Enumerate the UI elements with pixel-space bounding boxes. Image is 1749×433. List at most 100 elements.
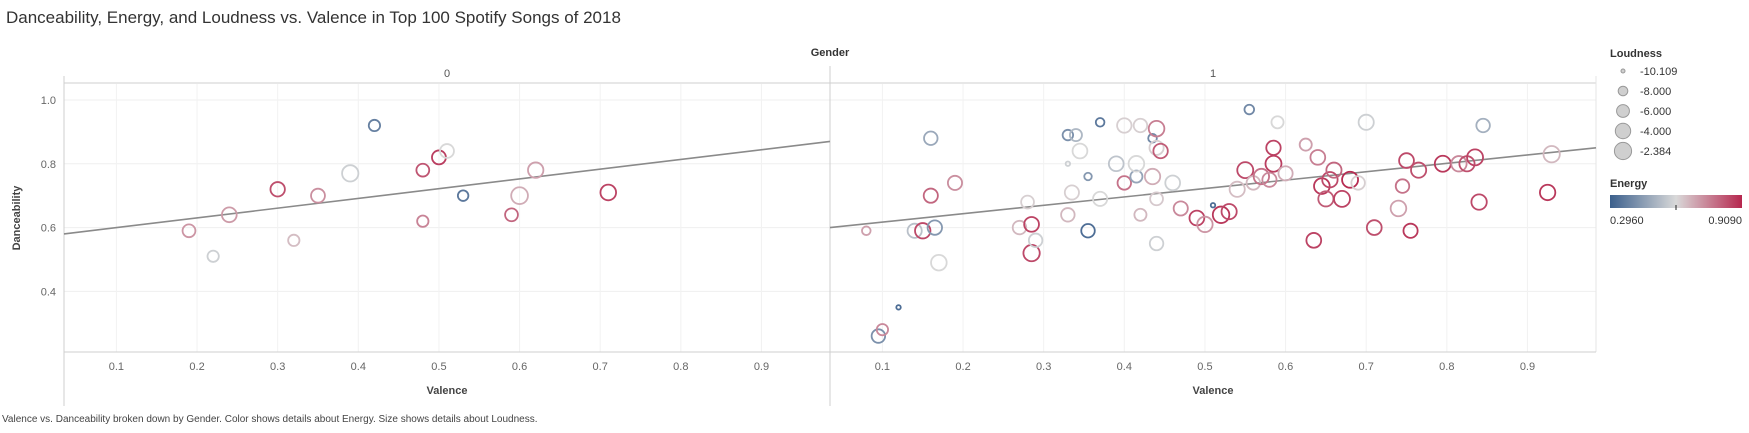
data-point [1209,202,1217,209]
data-point [1298,137,1313,152]
x-tick-label: 0.2 [189,361,204,373]
x-tick-label: 0.5 [431,361,446,373]
data-point [1129,169,1144,184]
data-point [1143,167,1162,186]
x-tick-label: 0.3 [1036,361,1051,373]
data-point [1107,155,1125,173]
data-point [1398,152,1415,169]
x-tick-label: 0.6 [1278,361,1293,373]
data-point [1211,205,1231,224]
data-point [439,143,455,159]
x-tick-label: 0.7 [593,361,608,373]
data-point [1071,142,1089,160]
data-point [906,222,923,239]
x-tick-label: 0.9 [1520,361,1535,373]
x-tick-label: 0.3 [270,361,285,373]
data-point [415,162,431,178]
data-point [914,222,932,240]
data-point [1333,189,1351,208]
data-point [875,323,889,337]
data-point [1470,193,1488,211]
data-point [1116,175,1132,191]
data-point [269,181,286,198]
data-point [1132,117,1149,134]
size-legend-label: -6.000 [1640,106,1671,118]
facet-label-0: 0 [444,68,450,80]
size-legend-label: -2.384 [1640,146,1671,158]
data-point [1172,200,1189,217]
data-point [1149,191,1164,207]
data-point [1080,223,1096,239]
size-legend-label: -8.000 [1640,86,1671,98]
size-legend-swatch [1617,85,1629,97]
x-tick-label: 0.4 [351,361,366,373]
chart-title: Danceability, Energy, and Loudness vs. V… [6,8,621,27]
data-point [1061,128,1075,142]
data-point [220,206,238,224]
data-point [1309,149,1327,166]
data-point [1011,219,1028,236]
x-tick-label: 0.9 [754,361,769,373]
data-point [1148,235,1165,252]
legend: Loudness -10.109 -8.000 -6.000 -4.000 -2.384 E… [1610,48,1742,227]
facet-label-1: 1 [1210,68,1216,80]
data-point [1402,222,1419,239]
data-point [861,225,872,236]
data-point [1094,117,1106,128]
data-point [1277,165,1294,182]
data-point [1133,207,1148,222]
size-legend-label: -4.000 [1640,126,1671,138]
data-point [870,328,887,344]
data-point [1068,128,1083,143]
data-point [1027,232,1044,248]
color-legend-max: 0.9090 [1708,215,1742,227]
y-tick-label: 0.6 [41,223,56,235]
data-point [1083,171,1093,182]
data-point [1220,203,1238,221]
data-point [1542,145,1561,164]
data-point [1127,155,1146,173]
data-point [1475,117,1491,134]
size-legend-label: -10.109 [1640,66,1677,78]
data-point [1060,207,1076,223]
data-point [206,249,220,263]
data-point [1321,171,1339,189]
data-point [1450,155,1468,173]
data-point [341,164,360,183]
data-point [926,219,943,236]
facet-title: Gender [811,47,850,59]
x-tick-label: 0.2 [955,361,970,373]
data-point [930,253,948,272]
x-tick-label: 0.1 [109,361,124,373]
data-point [1236,161,1255,180]
axes: 0.4 0.6 0.8 1.0 0.1 0.2 0.3 0.4 0.5 0.6 0.7 0.8 0.9 V… [11,66,1597,406]
x-tick-label: 0.8 [673,361,688,373]
data-point [1228,180,1246,198]
data-point [1305,232,1323,249]
y-tick-label: 1.0 [41,95,56,107]
x-tick-label: 0.1 [875,361,890,373]
data-point [527,161,545,179]
data-point [1243,103,1255,116]
color-legend-min: 0.2960 [1610,215,1644,227]
x-tick-label: 0.4 [1117,361,1132,373]
size-legend-swatch [1620,68,1626,74]
x-tick-label: 0.6 [512,361,527,373]
color-legend-gradient [1610,195,1742,208]
data-point [1164,174,1181,192]
data-point [1365,219,1383,236]
data-point [1350,175,1366,191]
data-point [895,304,902,311]
data-point [1264,154,1283,173]
data-point [510,186,529,205]
data-point [1252,167,1270,186]
data-point [599,183,617,202]
data-point [416,214,430,228]
data-point [1020,194,1035,210]
data-point [1410,161,1428,179]
y-tick-label: 0.4 [41,286,56,298]
data-point [456,189,470,202]
data-point [504,207,519,223]
x-tick-label: 0.5 [1197,361,1212,373]
x-axis-label: Valence [427,385,468,397]
